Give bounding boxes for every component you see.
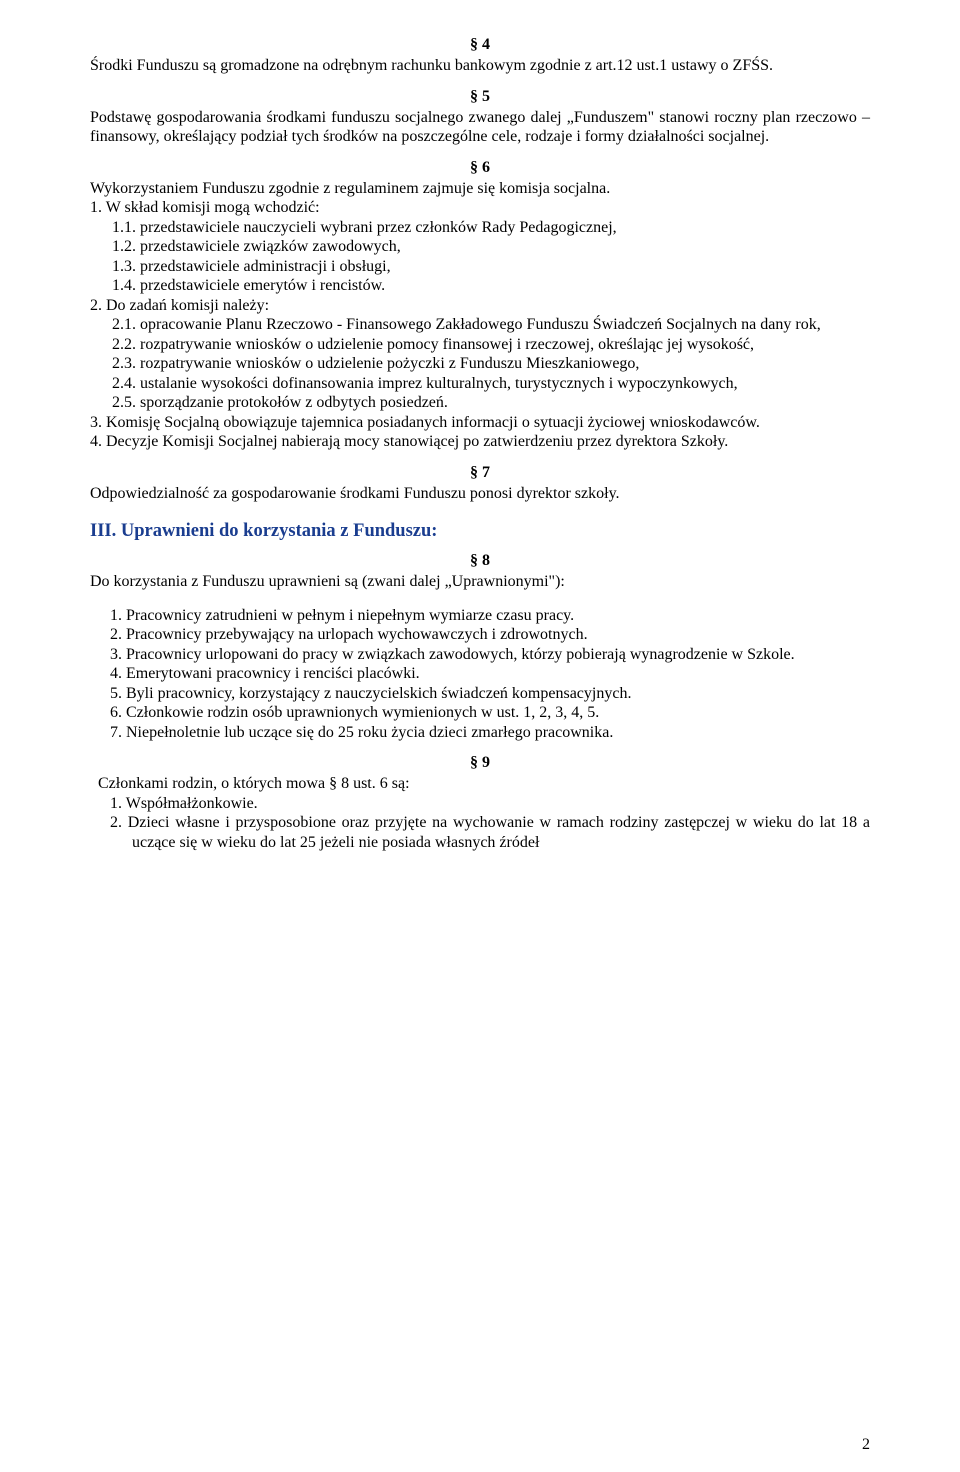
s9-item-2: 2. Dzieci własne i przysposobione oraz p… <box>90 813 870 852</box>
s6-item-1-4: 1.4. przedstawiciele emerytów i rencistó… <box>90 276 870 296</box>
s6-item-2-2: 2.2. rozpatrywanie wniosków o udzielenie… <box>90 335 870 355</box>
s8-item-5: 5. Byli pracownicy, korzystający z naucz… <box>90 684 870 704</box>
s6-item-1-3: 1.3. przedstawiciele administracji i obs… <box>90 257 870 277</box>
section-5-marker: § 5 <box>90 88 870 106</box>
heading-section-3: III. Uprawnieni do korzystania z Fundusz… <box>90 521 870 542</box>
s6-item-3: 3. Komisję Socjalną obowiązuje tajemnica… <box>90 413 870 433</box>
s8-item-2: 2. Pracownicy przebywający na urlopach w… <box>90 625 870 645</box>
s8-item-7: 7. Niepełnoletnie lub uczące się do 25 r… <box>90 723 870 743</box>
s6-item-1-2: 1.2. przedstawiciele związków zawodowych… <box>90 237 870 257</box>
s6-item-2-1: 2.1. opracowanie Planu Rzeczowo - Finans… <box>90 315 870 335</box>
document-page: § 4 Środki Funduszu są gromadzone na odr… <box>0 0 960 1472</box>
s6-item-2-4: 2.4. ustalanie wysokości dofinansowania … <box>90 374 870 394</box>
s8-item-6: 6. Członkowie rodzin osób uprawnionych w… <box>90 703 870 723</box>
s9-item-1: 1. Współmałżonkowie. <box>90 794 870 814</box>
s8-item-4: 4. Emerytowani pracownicy i renciści pla… <box>90 664 870 684</box>
s8-item-3: 3. Pracownicy urlopowani do pracy w zwią… <box>90 645 870 665</box>
section-4-text: Środki Funduszu są gromadzone na odrębny… <box>90 56 870 76</box>
page-number: 2 <box>862 1436 870 1454</box>
s6-item-1: 1. W skład komisji mogą wchodzić: <box>90 198 870 218</box>
section-8-intro: Do korzystania z Funduszu uprawnieni są … <box>90 572 870 592</box>
section-9-marker: § 9 <box>90 754 870 772</box>
section-7-marker: § 7 <box>90 464 870 482</box>
section-4-marker: § 4 <box>90 36 870 54</box>
s6-item-2-3: 2.3. rozpatrywanie wniosków o udzielenie… <box>90 354 870 374</box>
section-5-text: Podstawę gospodarowania środkami fundusz… <box>90 108 870 147</box>
s6-item-2-5: 2.5. sporządzanie protokołów z odbytych … <box>90 393 870 413</box>
section-6-marker: § 6 <box>90 159 870 177</box>
section-8-marker: § 8 <box>90 552 870 570</box>
section-6-intro: Wykorzystaniem Funduszu zgodnie z regula… <box>90 179 870 199</box>
section-7-text: Odpowiedzialność za gospodarowanie środk… <box>90 484 870 504</box>
s6-item-2: 2. Do zadań komisji należy: <box>90 296 870 316</box>
s6-item-4: 4. Decyzje Komisji Socjalnej nabierają m… <box>90 432 870 452</box>
section-9-intro: Członkami rodzin, o których mowa § 8 ust… <box>90 774 870 794</box>
s6-item-1-1: 1.1. przedstawiciele nauczycieli wybrani… <box>90 218 870 238</box>
s8-item-1: 1. Pracownicy zatrudnieni w pełnym i nie… <box>90 606 870 626</box>
